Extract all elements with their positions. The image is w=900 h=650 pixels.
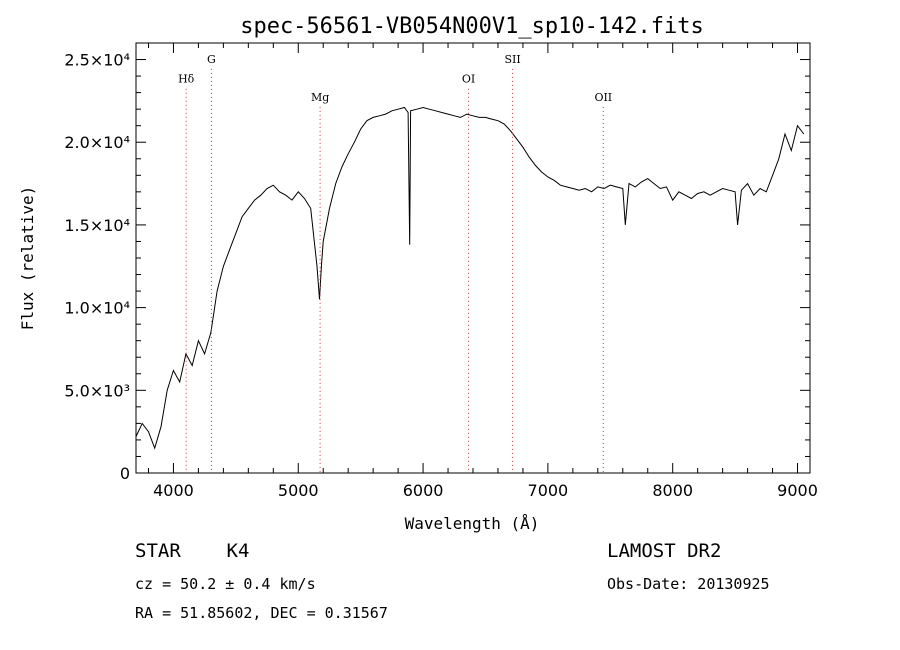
- y-tick-label: 0: [120, 464, 130, 483]
- plot-frame: [135, 42, 811, 474]
- y-tick-label: 1.0×10⁴: [64, 299, 130, 318]
- object-class-label: STAR K4: [135, 540, 249, 562]
- y-tick-label: 5.0×10³: [64, 381, 130, 400]
- spectral-line-markers: Hδ G Mg OI SII OII: [178, 53, 612, 473]
- redshift-readout: cz = 50.2 ± 0.4 km/s: [135, 575, 316, 593]
- spectrum-line: [135, 106, 805, 450]
- object-subclass: K4: [226, 540, 250, 562]
- y-tick-labels: 0 5.0×10³ 1.0×10⁴ 1.5×10⁴ 2.0×10⁴ 2.5×10⁴: [64, 51, 810, 483]
- chart-title: spec-56561-VB054N00V1_sp10-142.fits: [240, 14, 704, 39]
- x-tick-label: 9000: [777, 481, 818, 500]
- y-tick-label: 1.5×10⁴: [64, 216, 130, 235]
- object-class: STAR: [135, 540, 181, 562]
- line-marker-label: SII: [504, 53, 520, 66]
- y-axis-label: Flux (relative): [18, 186, 37, 331]
- x-tick-label: 7000: [528, 481, 569, 500]
- x-tick-label: 5000: [278, 481, 319, 500]
- x-axis-label: Wavelength (Å): [405, 514, 540, 533]
- line-marker-label: OII: [594, 91, 612, 104]
- y-tick-label: 2.0×10⁴: [64, 133, 130, 152]
- coordinates-readout: RA = 51.85602, DEC = 0.31567: [135, 604, 388, 622]
- x-tick-label: 8000: [652, 481, 693, 500]
- y-tick-label: 2.5×10⁴: [64, 51, 130, 70]
- line-marker-label: Hδ: [178, 73, 195, 86]
- line-marker-label: G: [207, 53, 216, 66]
- obs-date-label: Obs-Date: 20130925: [607, 575, 770, 593]
- x-tick-label: 4000: [153, 481, 194, 500]
- plot-layer: [135, 106, 805, 450]
- survey-label: LAMOST DR2: [607, 540, 722, 562]
- x-tick-labels: 4000 5000 6000 7000 8000 9000: [147, 43, 818, 500]
- line-marker-label: OI: [462, 73, 475, 86]
- line-marker-label: Mg: [311, 91, 329, 104]
- x-tick-label: 6000: [403, 481, 444, 500]
